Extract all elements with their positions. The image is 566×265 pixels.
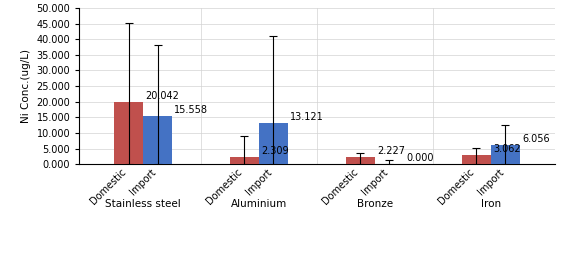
Bar bbox=[346, 157, 375, 164]
Text: 2.227: 2.227 bbox=[378, 146, 405, 156]
Text: 3.062: 3.062 bbox=[493, 144, 521, 154]
Text: 2.309: 2.309 bbox=[261, 146, 289, 156]
Text: Iron: Iron bbox=[481, 199, 501, 209]
Text: 0.000: 0.000 bbox=[406, 153, 434, 163]
Y-axis label: Ni Conc.(ug/L): Ni Conc.(ug/L) bbox=[21, 49, 31, 123]
Text: Stainless steel: Stainless steel bbox=[105, 199, 181, 209]
Bar bbox=[114, 102, 143, 164]
Bar bbox=[259, 123, 288, 164]
Bar bbox=[462, 155, 491, 164]
Text: 15.558: 15.558 bbox=[174, 105, 208, 115]
Text: Bronze: Bronze bbox=[357, 199, 393, 209]
Text: 20.042: 20.042 bbox=[145, 91, 179, 101]
Text: 13.121: 13.121 bbox=[290, 112, 324, 122]
Bar bbox=[230, 157, 259, 164]
Bar bbox=[143, 116, 172, 164]
Text: 6.056: 6.056 bbox=[522, 134, 550, 144]
Text: Aluminium: Aluminium bbox=[231, 199, 287, 209]
Bar bbox=[491, 145, 520, 164]
